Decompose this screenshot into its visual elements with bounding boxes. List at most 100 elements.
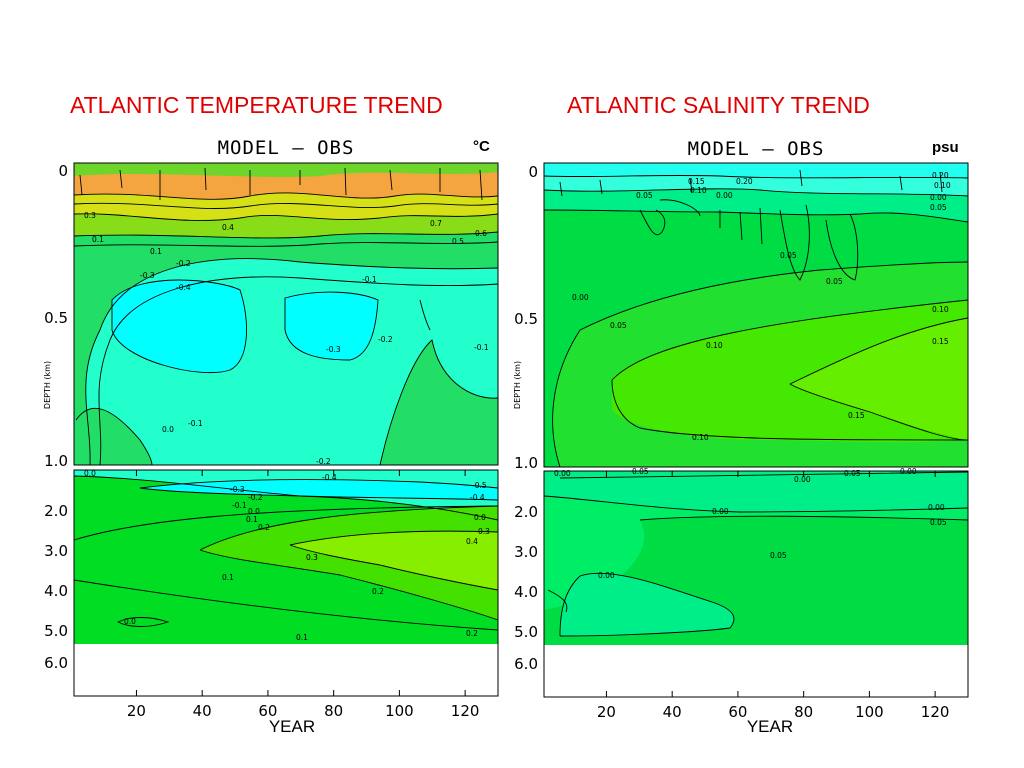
sal-brightest-core: [790, 318, 968, 440]
temp-xtick-100: 100: [385, 702, 414, 720]
salinity-unit: psu: [932, 139, 959, 156]
temp-xlabel: YEAR: [269, 717, 315, 736]
temp-label-0.3: 0.3: [84, 211, 96, 220]
temp-lower-label-neg0.1: -0.1: [232, 501, 247, 510]
temp-lower-warmer: [290, 531, 498, 590]
sal-xtick-100: 100: [855, 703, 884, 721]
temp-lower-label-0.0c: 0.0: [474, 513, 486, 522]
temp-lower-label-0.2c: 0.2: [466, 629, 478, 638]
sal-lower-label-0.00e: 0.00: [928, 503, 945, 512]
sal-xtick-20: 20: [597, 703, 616, 721]
temp-ylabel: DEPTH (km): [43, 361, 52, 409]
temp-label-neg0.2b: -0.2: [378, 335, 393, 344]
temp-label-0.1b: 0.1: [150, 247, 162, 256]
sal-lower-contours: [543, 471, 969, 637]
temp-ytick-4.0: 4.0: [44, 582, 68, 600]
temp-lower-label-0.0b: 0.0: [248, 507, 260, 516]
temp-ytick-0: 0: [58, 162, 68, 180]
sal-label-0.10: 0.10: [690, 186, 707, 195]
sal-xticks: 20 40 60 80 100 120: [597, 471, 950, 721]
sal-label-0.15b: 0.15: [932, 337, 949, 346]
temp-axes: 0 0.5 1.0 2.0 3.0 4.0 5.0 6.0 DEPTH (km)…: [43, 162, 479, 736]
sal-lower-label-0.00: 0.00: [554, 469, 571, 478]
temp-ytick-2.0: 2.0: [44, 502, 68, 520]
temperature-chart-title: ATLANTIC TEMPERATURE TREND: [70, 92, 443, 118]
temp-bottom-blank: [74, 644, 498, 696]
sal-label-0.00c: 0.00: [572, 293, 589, 302]
temp-label-0.5: 0.5: [452, 237, 464, 246]
temp-label-neg0.2: -0.2: [176, 259, 191, 268]
sal-label-0.05d: 0.05: [826, 277, 843, 286]
sal-ylabel: DEPTH (km): [513, 361, 522, 409]
temp-label-neg0.1: -0.1: [362, 275, 377, 284]
sal-lower-label-0.00b: 0.00: [794, 475, 811, 484]
sal-label-0.05b: 0.05: [930, 203, 947, 212]
sal-ytick-1.0: 1.0: [514, 454, 538, 472]
temp-label-neg0.3: -0.3: [140, 271, 155, 280]
temp-xtick-20: 20: [127, 702, 146, 720]
sal-axes: 0 0.5 1.0 2.0 3.0 4.0 5.0 6.0 DEPTH (km)…: [513, 163, 949, 736]
sal-label-0.10e: 0.10: [692, 433, 709, 442]
temperature-upper-panel: 0.3 0.1 0.1 0.4 0.7 0.5 0.6 -0.3 -0.2 -0…: [73, 162, 499, 466]
sal-label-0.00: 0.00: [716, 191, 733, 200]
temp-xticks: 20 40 60 80 100 120: [127, 470, 479, 720]
sal-label-0.20b: 0.20: [932, 171, 949, 180]
salinity-lower-panel: 0.00 0.05 0.00 0.05 0.00 0.00 0.00 0.05 …: [543, 467, 969, 698]
sal-lower-label-0.00f: 0.00: [598, 571, 615, 580]
sal-label-0.15c: 0.15: [848, 411, 865, 420]
temp-label-0.6: 0.6: [475, 229, 487, 238]
temp-lower-label-neg0.2: -0.2: [248, 493, 263, 502]
temp-ytick-6.0: 6.0: [44, 654, 68, 672]
temp-label-neg0.1b: -0.1: [474, 343, 489, 352]
temp-label-0.7: 0.7: [430, 219, 442, 228]
sal-ytick-6.0: 6.0: [514, 655, 538, 673]
temp-lower-label-neg0.4: -0.4: [322, 473, 337, 482]
sal-surface-top: [544, 163, 968, 178]
temp-surface-mixed: [74, 163, 498, 177]
temp-xtick-60: 60: [258, 702, 277, 720]
sal-label-0.00b: 0.00: [930, 193, 947, 202]
sal-ytick-0.5: 0.5: [514, 310, 538, 328]
temp-lower-label-neg0.3: -0.3: [230, 485, 245, 494]
sal-label-0.10d: 0.10: [932, 305, 949, 314]
temp-lower-label-0.1b: 0.1: [222, 573, 234, 582]
temp-label-0.4: 0.4: [222, 223, 234, 232]
temp-cold-core-right: [285, 292, 378, 360]
temp-ytick-0.5: 0.5: [44, 309, 68, 327]
sal-ytick-0: 0: [528, 163, 538, 181]
sal-lower-label-0.00d: 0.00: [712, 507, 729, 516]
sal-ytick-4.0: 4.0: [514, 583, 538, 601]
sal-lower-label-0.05d: 0.05: [770, 551, 787, 560]
temp-lower-label-0.2: 0.2: [258, 523, 270, 532]
temp-lower-label-0.4: 0.4: [466, 537, 478, 546]
sal-label-0.05: 0.05: [636, 191, 653, 200]
sal-lower-label-0.05b: 0.05: [844, 469, 861, 478]
temp-label-0.0: 0.0: [162, 425, 174, 434]
sal-xtick-120: 120: [921, 703, 950, 721]
temp-upper-contours: [73, 167, 499, 466]
sal-label-0.05e: 0.05: [610, 321, 627, 330]
temp-lower-contours: [73, 475, 499, 631]
temp-lower-label-0.1: 0.1: [246, 515, 258, 524]
temperature-chart: MODEL — OBS °C: [43, 137, 499, 736]
temp-label-neg0.4: -0.4: [176, 283, 191, 292]
temp-lower-label-neg0.4b: -0.4: [470, 493, 485, 502]
temp-lower-label-0.3b: 0.3: [306, 553, 318, 562]
sal-upper-frame: [543, 162, 969, 468]
sal-lower-pocket: [560, 573, 734, 636]
temp-lower-cold: [140, 479, 498, 500]
sal-label-0.20: 0.20: [736, 177, 753, 186]
temp-lower-label-0.0d: 0.0: [124, 617, 136, 626]
temp-label-neg0.1c: -0.1: [188, 419, 203, 428]
temp-ytick-3.0: 3.0: [44, 542, 68, 560]
temp-neutral-corner: [76, 408, 152, 465]
temp-label-neg0.2c: -0.2: [316, 457, 331, 466]
temp-label-neg0.3b: -0.3: [326, 345, 341, 354]
sal-ytick-5.0: 5.0: [514, 623, 538, 641]
sal-xlabel: YEAR: [747, 717, 793, 736]
salinity-chart-title: ATLANTIC SALINITY TREND: [567, 92, 870, 118]
temperature-unit: °C: [473, 138, 490, 155]
sal-upper-contours: [543, 169, 969, 468]
salinity-upper-panel: 0.15 0.20 0.10 0.00 0.05 0.20 0.10 0.00 …: [543, 162, 969, 468]
